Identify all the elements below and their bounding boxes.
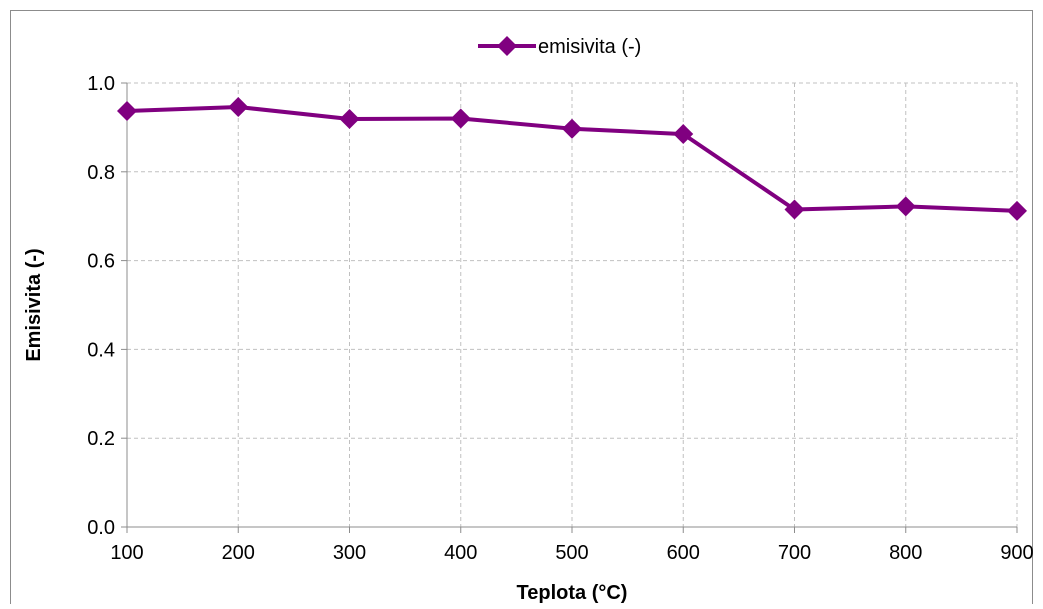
axes <box>121 82 1018 533</box>
x-tick-label: 100 <box>110 542 143 564</box>
data-point-marker <box>673 124 694 145</box>
x-tick-label: 800 <box>889 542 922 564</box>
y-tick-labels: 0.0 0.2 0.4 0.6 0.8 1.0 <box>87 73 115 539</box>
x-tick-label: 300 <box>333 542 366 564</box>
chart-border <box>10 10 1033 609</box>
data-point-marker <box>450 108 471 129</box>
x-tick-labels: 100 200 300 400 500 600 700 800 900 <box>110 542 1033 564</box>
y-tick-label: 0.8 <box>87 162 115 184</box>
data-point-marker <box>1007 200 1027 221</box>
series-layer <box>117 96 1027 221</box>
y-tick-label: 1.0 <box>87 73 115 95</box>
data-point-marker <box>562 118 582 139</box>
x-tick-label: 700 <box>778 542 811 564</box>
gridlines <box>127 82 1018 527</box>
y-tick-label: 0.0 <box>87 517 115 539</box>
data-point-marker <box>228 96 249 117</box>
y-tick-label: 0.6 <box>87 251 115 273</box>
x-tick-label: 900 <box>1000 542 1033 564</box>
x-tick-label: 600 <box>667 542 700 564</box>
data-point-marker <box>895 196 916 217</box>
data-point-marker <box>339 108 360 129</box>
y-tick-label: 0.4 <box>87 339 115 361</box>
legend-diamond-marker <box>497 36 517 56</box>
legend-label: emisivita (-) <box>538 36 641 58</box>
x-tick-label: 200 <box>222 542 255 564</box>
x-tick-label: 400 <box>444 542 477 564</box>
x-tick-label: 500 <box>555 542 588 564</box>
y-tick-label: 0.2 <box>87 428 115 450</box>
legend: emisivita (-) <box>478 36 641 58</box>
data-point-marker <box>784 199 805 220</box>
x-axis-title: Teplota (°C) <box>517 582 628 604</box>
y-axis-title: Emisivita (-) <box>23 248 45 361</box>
data-point-marker <box>117 100 137 121</box>
